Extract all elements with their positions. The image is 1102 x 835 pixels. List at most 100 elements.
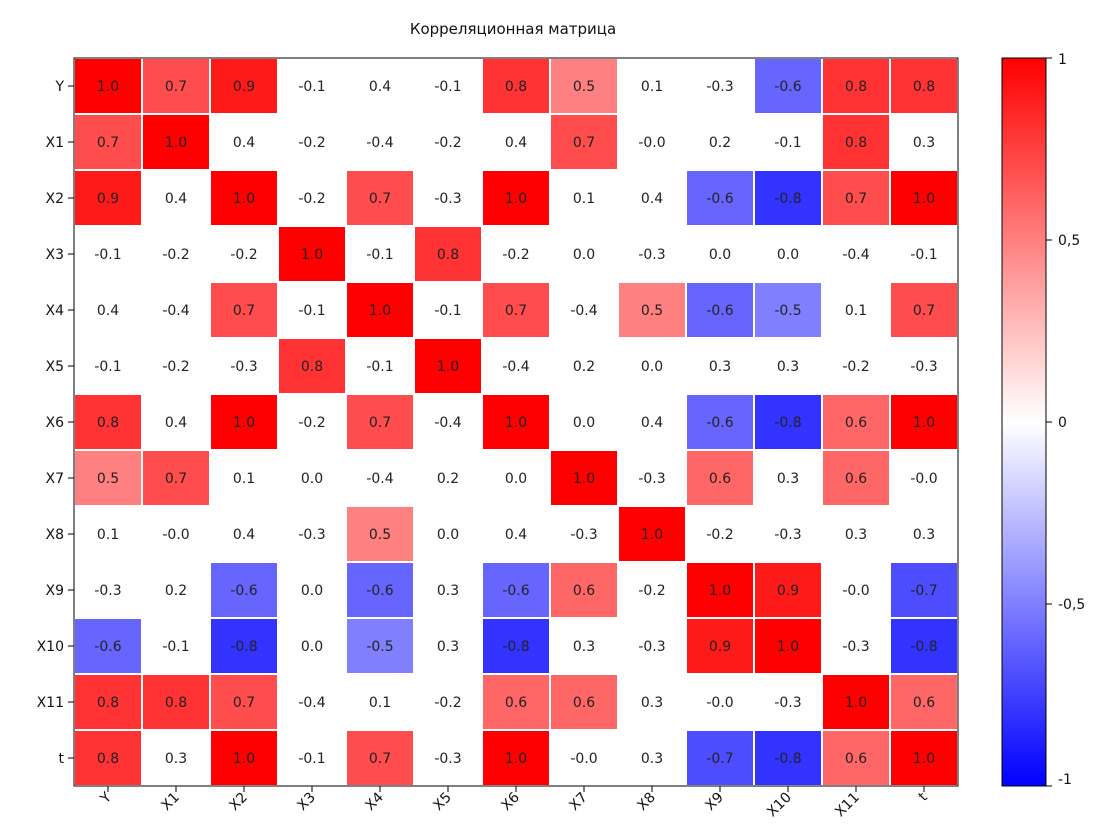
cell-value-label: -0.1 [298, 751, 325, 767]
heatmap-cell [211, 115, 277, 169]
cell-value-label: 0.7 [845, 191, 867, 207]
heatmap-cell [687, 451, 753, 505]
cell-value-label: 1.0 [641, 527, 663, 543]
cell-value-label: 0.8 [165, 695, 187, 711]
heatmap-cell [551, 171, 617, 225]
cell-value-label: 0.6 [913, 695, 935, 711]
heatmap-cell [347, 675, 413, 729]
heatmap-cell [279, 171, 345, 225]
cell-value-label: -0.3 [774, 527, 801, 543]
cell-value-label: -0.2 [162, 359, 189, 375]
cell-value-label: 0.1 [233, 471, 255, 487]
heatmap-cell [755, 507, 821, 561]
row-axis: Y X1 X2 X3 X4 X5 X6 X7 X8 X9 X10 X11 t [37, 79, 74, 767]
cell-value-label: 0.5 [97, 471, 119, 487]
heatmap-cell [483, 395, 549, 449]
heatmap-cell [415, 563, 481, 617]
heatmap-cell [687, 675, 753, 729]
heatmap-cell [415, 227, 481, 281]
cell-value-label: 0.8 [97, 695, 119, 711]
col-label: X7 [566, 790, 590, 814]
cell-value-label: 0.7 [165, 79, 187, 95]
cell-value-label: -0.6 [706, 415, 733, 431]
colorbar [1001, 57, 1047, 787]
cell-value-label: -0.4 [842, 247, 869, 263]
cell-value-label: 0.9 [709, 639, 731, 655]
row-label: X6 [46, 415, 65, 431]
heatmap-cell [891, 619, 957, 673]
cell-value-label: 0.3 [777, 359, 799, 375]
heatmap-cell [143, 171, 209, 225]
cell-value-label: -0.4 [298, 695, 325, 711]
cell-value-label: 0.8 [301, 359, 323, 375]
cell-value-label: -0.1 [366, 247, 393, 263]
cell-value-label: 0.7 [369, 751, 391, 767]
cell-value-labels: 1.0 0.7 0.9 -0.1 0.4 -0.1 0.8 0.5 0.1 -0.3 -0.6 0.8… [94, 79, 937, 767]
colorbar-tick-label: 0,5 [1058, 233, 1080, 249]
cell-value-label: 0.6 [573, 583, 595, 599]
heatmap-cell [619, 227, 685, 281]
heatmap-cell [755, 675, 821, 729]
heatmap-cell [823, 171, 889, 225]
row-label: X4 [46, 303, 65, 319]
heatmap-cell [143, 283, 209, 337]
cell-value-label: 1.0 [845, 695, 867, 711]
cell-value-label: 0.3 [913, 135, 935, 151]
cell-value-label: 0.0 [709, 247, 731, 263]
heatmap-cell [619, 675, 685, 729]
cell-value-label: 0.1 [845, 303, 867, 319]
heatmap-cell [483, 283, 549, 337]
heatmap-cell [483, 675, 549, 729]
heatmap-cell [891, 227, 957, 281]
heatmap-cell [143, 731, 209, 785]
cell-value-label: -0.8 [774, 751, 801, 767]
cell-value-label: 0.4 [505, 527, 527, 543]
cell-value-label: 0.3 [913, 527, 935, 543]
cell-value-label: 1.0 [913, 751, 935, 767]
heatmap-cell [75, 563, 141, 617]
cell-value-label: 0.8 [845, 79, 867, 95]
heatmap-cell [619, 731, 685, 785]
heatmap-cell [619, 507, 685, 561]
heatmap-cell [143, 395, 209, 449]
cell-value-label: -0.2 [298, 191, 325, 207]
cell-value-label: 0.6 [845, 751, 867, 767]
cell-value-label: -0.2 [298, 135, 325, 151]
cell-value-label: -0.0 [910, 471, 937, 487]
cell-value-label: 0.8 [845, 135, 867, 151]
cell-value-label: -0.3 [842, 639, 869, 655]
heatmap-cell [75, 339, 141, 393]
heatmap-cell [687, 171, 753, 225]
cell-value-label: 0.3 [777, 471, 799, 487]
heatmap-cell [415, 731, 481, 785]
cell-value-label: -0.3 [706, 79, 733, 95]
cell-value-label: -0.1 [774, 135, 801, 151]
heatmap-cell [551, 675, 617, 729]
cell-value-label: 0.0 [437, 527, 459, 543]
cell-value-label: 0.0 [573, 415, 595, 431]
cell-value-label: 0.7 [505, 303, 527, 319]
cell-value-label: -0.3 [298, 527, 325, 543]
heatmap-cell [75, 619, 141, 673]
cell-value-label: 0.5 [369, 527, 391, 543]
heatmap-cell [415, 59, 481, 113]
heatmap-cell [347, 59, 413, 113]
heatmap-cell [75, 395, 141, 449]
cell-value-label: 1.0 [777, 639, 799, 655]
heatmap-cell [891, 339, 957, 393]
cell-value-label: -0.3 [570, 527, 597, 543]
heatmap-cell [279, 675, 345, 729]
heatmap-cell [75, 227, 141, 281]
heatmap-cell [211, 395, 277, 449]
heatmap-cell [415, 115, 481, 169]
row-label: X1 [46, 135, 65, 151]
cell-value-label: 0.8 [437, 247, 459, 263]
heatmap-cell [755, 59, 821, 113]
heatmap-cell [619, 619, 685, 673]
heatmap-cell [551, 59, 617, 113]
cell-value-label: 0.7 [369, 191, 391, 207]
cell-value-label: 0.1 [641, 79, 663, 95]
heatmap-cell [823, 115, 889, 169]
cell-value-label: -0.2 [230, 247, 257, 263]
cell-value-label: -0.3 [434, 191, 461, 207]
